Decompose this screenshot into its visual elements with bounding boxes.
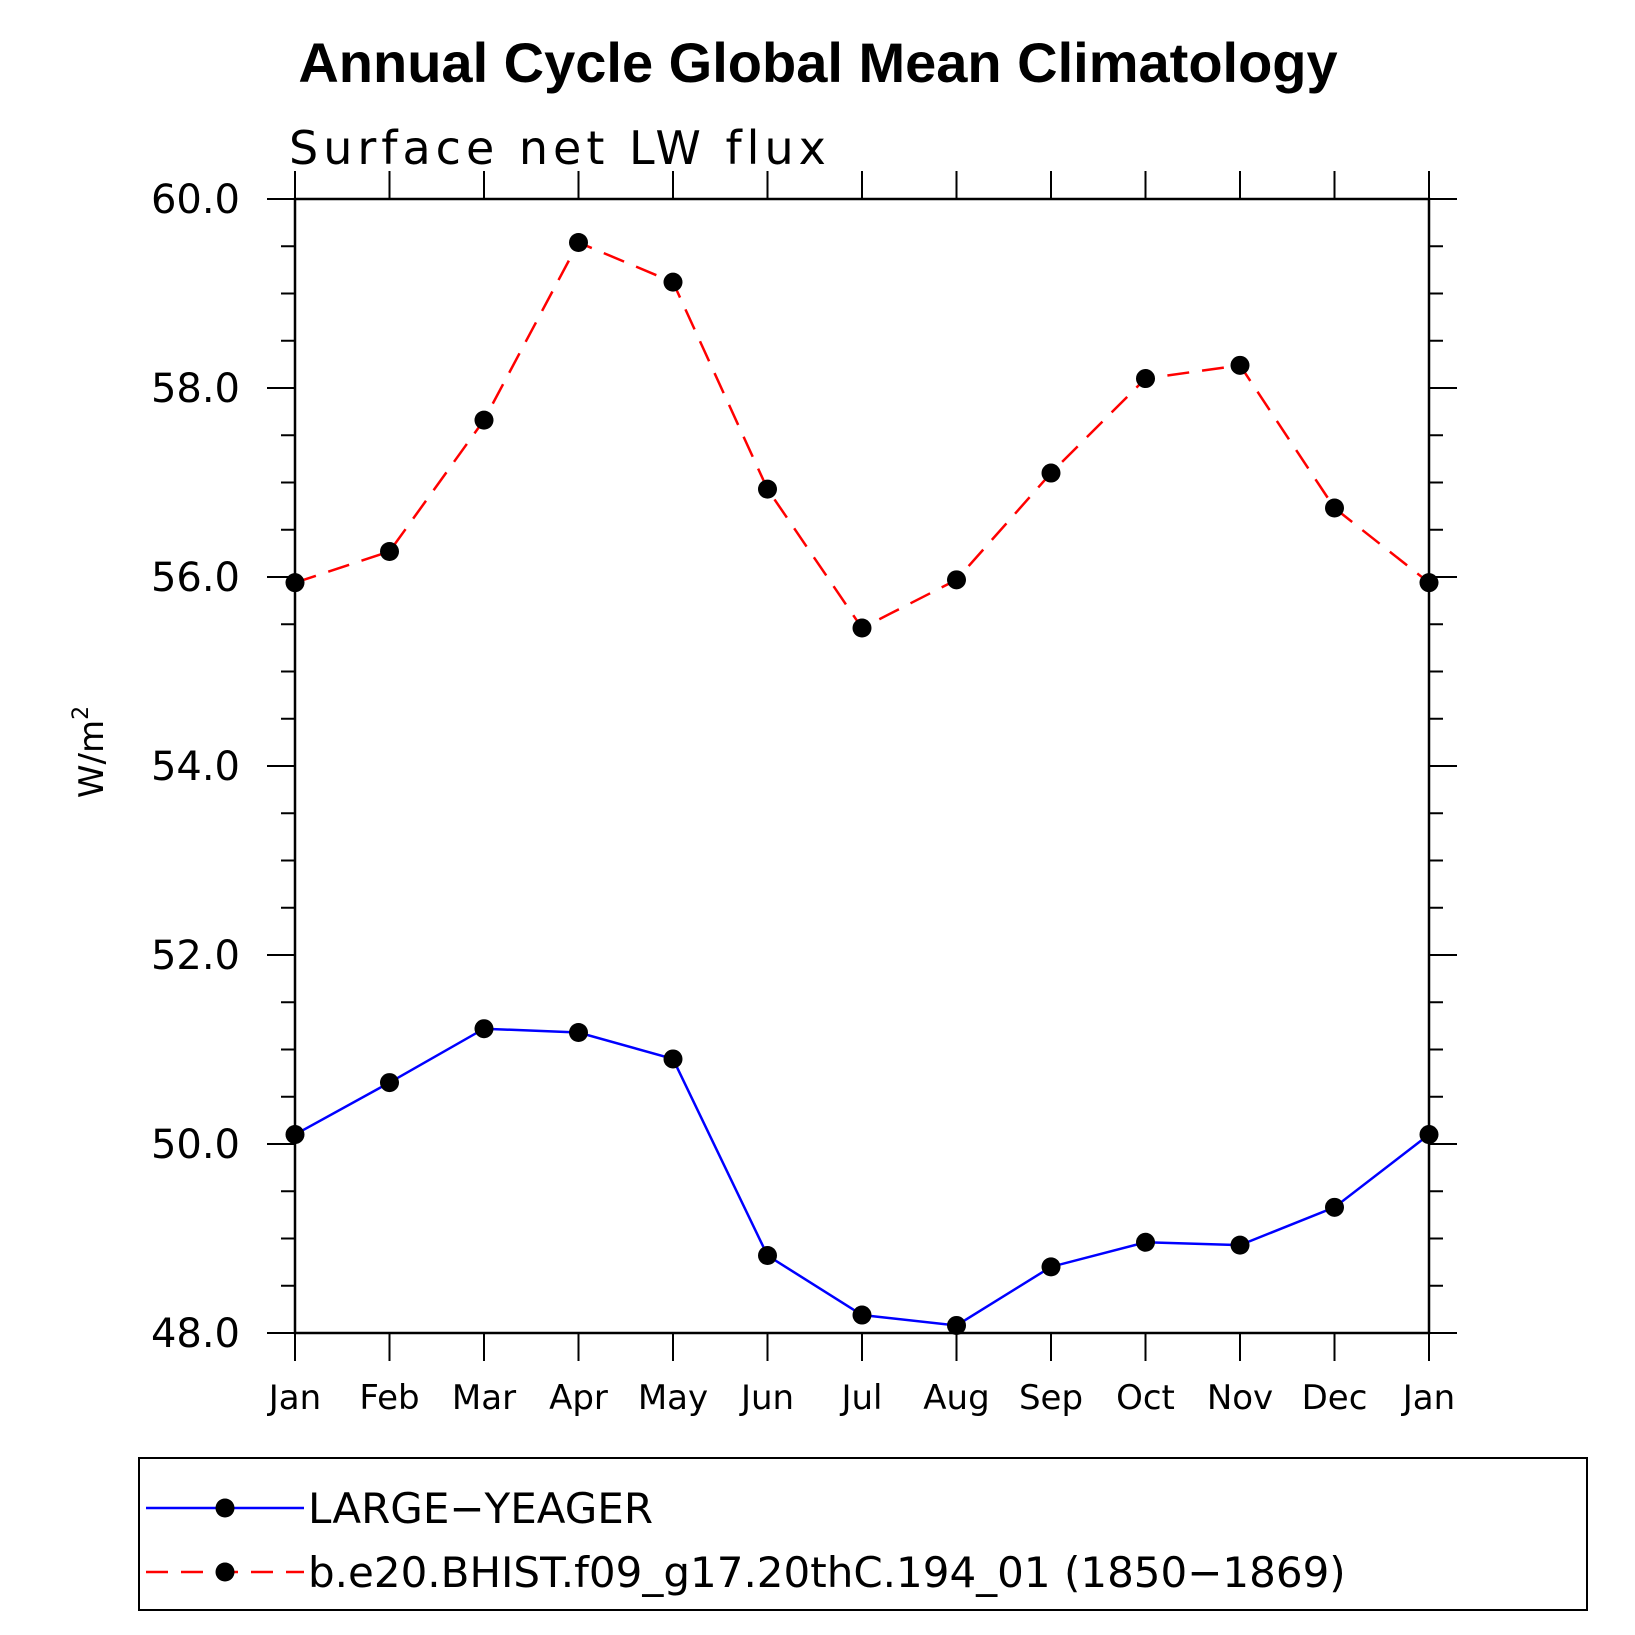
x-tick-label: Jul — [839, 1378, 882, 1418]
x-tick-label: Feb — [359, 1378, 419, 1418]
y-tick-label: 56.0 — [151, 555, 240, 601]
plot-axes: 60.0 58.0 56.0 54.0 52.0 50.0 48.0 Jan Feb Mar Apr… — [151, 171, 1457, 1418]
y-tick-label: 50.0 — [151, 1122, 240, 1168]
x-tick-label: Sep — [1019, 1378, 1083, 1418]
x-tick-label: Jan — [267, 1378, 321, 1418]
plot-frame — [293, 197, 1431, 1335]
x-tick-label: Oct — [1116, 1378, 1175, 1418]
x-tick-label: Nov — [1207, 1378, 1273, 1418]
series-2-point — [1041, 463, 1061, 483]
series-2-point — [474, 410, 494, 430]
x-tick-label: Jan — [1401, 1378, 1455, 1418]
x-tick-label: May — [638, 1378, 708, 1418]
series-2-point — [1419, 573, 1439, 593]
series-line-1 — [294, 1027, 1430, 1327]
series-2-point — [285, 573, 305, 593]
series-1-point — [758, 1246, 777, 1266]
series-1-point — [1136, 1232, 1155, 1252]
y-tick-label: 48.0 — [151, 1311, 240, 1357]
series-line-2 — [294, 240, 1430, 630]
series-2-point — [852, 618, 872, 638]
series-1-point — [663, 1049, 683, 1069]
x-tick-label: Dec — [1302, 1378, 1368, 1418]
series-1-point — [474, 1019, 494, 1039]
series-1-point — [569, 1022, 588, 1042]
y-axis-label: W/m2 — [69, 706, 112, 798]
x-tick-label: Apr — [549, 1378, 608, 1418]
y-tick-label: 60.0 — [151, 177, 240, 223]
legend-box — [138, 1457, 1588, 1611]
series-1-point — [1325, 1197, 1344, 1217]
series-2-point — [1230, 355, 1250, 375]
legend-label-1: LARGE−YEAGER — [308, 1484, 653, 1533]
legend-label-2: b.e20.BHIST.f09_g17.20thC.194_01 (1850−1… — [308, 1548, 1346, 1597]
series-2-point — [663, 272, 683, 292]
series-2-point — [758, 479, 777, 499]
chart-title: Annual Cycle Global Mean Climatology — [298, 31, 1337, 94]
svg-text:W/m2: W/m2 — [69, 706, 112, 798]
chart-subtitle: Surface net LW flux — [289, 121, 831, 175]
series-2-point — [1325, 498, 1344, 518]
x-tick-label: Jun — [739, 1378, 794, 1418]
series-1-point — [1419, 1125, 1439, 1145]
series-1-point — [947, 1315, 966, 1335]
x-tick-label: Aug — [923, 1378, 989, 1418]
series-2-point — [380, 541, 399, 561]
y-tick-label: 52.0 — [151, 933, 240, 979]
series-1-point — [285, 1125, 305, 1145]
series-1-point — [380, 1073, 399, 1093]
legend: LARGE−YEAGER b.e20.BHIST.f09_g17.20thC.19… — [146, 1484, 1346, 1597]
series-2-point — [947, 570, 966, 590]
y-axis-label-superscript: 2 — [69, 706, 94, 720]
series-layer — [285, 232, 1439, 1335]
y-tick-label: 54.0 — [151, 744, 240, 790]
y-axis-label-text: W/m — [72, 720, 112, 798]
series-1-point — [1041, 1257, 1061, 1277]
series-1-point — [1230, 1235, 1250, 1255]
legend-marker-2 — [215, 1562, 235, 1582]
y-tick-label: 58.0 — [151, 366, 240, 412]
x-tick-label: Mar — [452, 1378, 516, 1418]
series-2-point — [1136, 369, 1155, 389]
legend-marker-1 — [215, 1498, 235, 1518]
series-2-point — [569, 232, 588, 252]
series-1-point — [852, 1305, 872, 1325]
